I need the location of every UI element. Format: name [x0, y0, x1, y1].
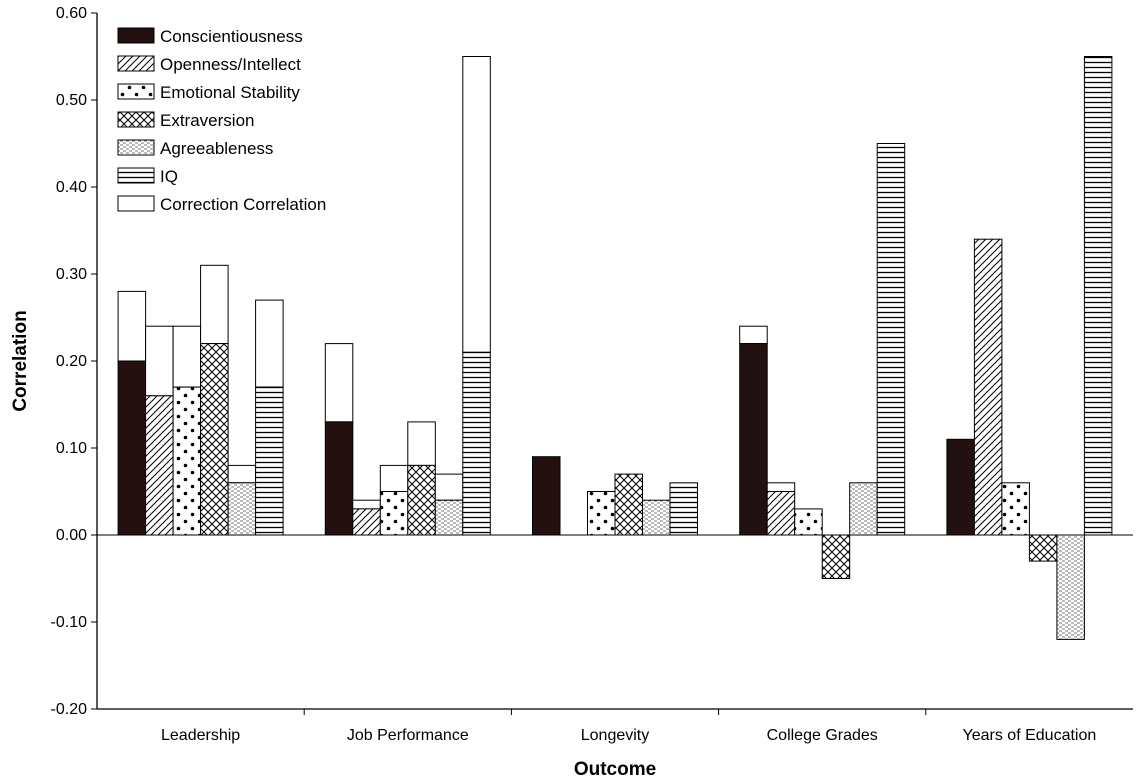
bar-extraversion-years-of-education — [1028, 534, 1058, 562]
legend: Conscientiousness Openness/Intellect Emoti… — [117, 27, 326, 214]
bar-iq-job-performance — [462, 351, 491, 536]
legend-swatch-conscientiousness — [117, 27, 155, 44]
bar-correction-job-performance-1 — [352, 499, 381, 510]
y-tick-label: 0.10 — [56, 440, 87, 457]
bar-extraversion-job-performance — [407, 464, 436, 536]
bar-correction-leadership-2 — [172, 325, 202, 388]
bar-correction-job-performance-2 — [379, 464, 409, 492]
legend-label: Agreeableness — [160, 139, 273, 158]
bar-correction-leadership-5 — [255, 299, 284, 388]
y-tick-label: -0.20 — [51, 701, 88, 718]
bar-extraversion-leadership — [200, 343, 229, 536]
legend-swatch-extraversion — [117, 111, 155, 128]
bar-correction-leadership-3 — [200, 264, 229, 345]
bar-agreeableness-longevity — [642, 499, 671, 536]
legend-swatch-iq — [117, 167, 155, 184]
bar-conscientiousness-years-of-education — [946, 438, 975, 536]
legend-swatch-agreeableness — [117, 139, 155, 156]
x-tick-label: Years of Education — [963, 727, 1097, 744]
x-tick-label: College Grades — [767, 727, 878, 744]
bar-correction-job-performance-5 — [462, 56, 491, 353]
bar-emotional-stability-leadership — [172, 386, 202, 536]
bar-correction-leadership-0 — [117, 290, 147, 362]
bar-openness-intellect-leadership — [145, 395, 174, 536]
bar-emotional-stability-years-of-education — [1001, 482, 1030, 536]
bar-correction-job-performance-0 — [324, 343, 354, 423]
bar-agreeableness-leadership — [227, 482, 257, 536]
y-tick-label: 0.00 — [56, 527, 87, 544]
legend-label: Extraversion — [160, 111, 254, 130]
legend-swatch-correction-correlation — [117, 195, 155, 212]
y-axis: 0.60 0.50 0.40 0.30 0.20 0.10 0.00 -0.10 -0.20 — [51, 5, 98, 718]
x-tick-label: Longevity — [581, 727, 650, 744]
bar-correction-college-grades-0 — [739, 325, 768, 345]
y-tick-label: 0.60 — [56, 5, 87, 22]
legend-label: Conscientiousness — [160, 27, 303, 46]
bar-openness-intellect-job-performance — [352, 508, 381, 536]
y-tick-label: 0.50 — [56, 92, 87, 109]
bar-conscientiousness-college-grades — [739, 343, 768, 536]
bar-openness-intellect-years-of-education — [973, 238, 1003, 536]
bars — [117, 56, 1113, 640]
bar-emotional-stability-longevity — [587, 491, 616, 536]
bar-conscientiousness-leadership — [117, 360, 147, 536]
x-axis: Leadership Job Performance Longevity Colleg… — [97, 708, 1133, 744]
legend-label: Openness/Intellect — [160, 55, 301, 74]
bar-emotional-stability-job-performance — [379, 491, 409, 536]
y-tick-label: 0.20 — [56, 353, 87, 370]
y-tick-label: -0.10 — [51, 614, 88, 631]
bar-openness-intellect-college-grades — [766, 491, 796, 536]
legend-swatch-emotional-stability — [117, 83, 155, 100]
bar-correction-job-performance-4 — [434, 473, 464, 501]
bar-correction-job-performance-3 — [407, 421, 436, 466]
bar-agreeableness-college-grades — [849, 482, 878, 536]
bar-emotional-stability-college-grades — [794, 508, 823, 536]
y-tick-label: 0.30 — [56, 266, 87, 283]
y-tick-label: 0.40 — [56, 179, 87, 196]
bar-correction-college-grades-1 — [766, 482, 796, 492]
legend-swatch-openness-intellect — [117, 55, 155, 72]
bar-agreeableness-job-performance — [434, 499, 464, 536]
x-tick-label: Job Performance — [347, 727, 469, 744]
bar-correction-leadership-4 — [227, 464, 257, 484]
legend-label: IQ — [160, 167, 178, 186]
bar-iq-longevity — [669, 482, 698, 536]
legend-label: Correction Correlation — [160, 195, 326, 214]
bar-extraversion-college-grades — [821, 534, 851, 579]
bar-extraversion-longevity — [614, 473, 643, 536]
bar-iq-college-grades — [876, 143, 906, 536]
bar-iq-leadership — [255, 386, 284, 536]
x-axis-title: Outcome — [574, 759, 656, 780]
legend-label: Emotional Stability — [160, 83, 300, 102]
bar-correction-leadership-1 — [145, 325, 174, 397]
x-tick-label: Leadership — [161, 727, 240, 744]
bar-iq-years-of-education — [1083, 56, 1113, 536]
bar-conscientiousness-longevity — [532, 456, 561, 536]
bar-agreeableness-years-of-education — [1056, 534, 1085, 640]
bar-conscientiousness-job-performance — [324, 421, 354, 536]
y-axis-title: Correlation — [10, 310, 31, 411]
